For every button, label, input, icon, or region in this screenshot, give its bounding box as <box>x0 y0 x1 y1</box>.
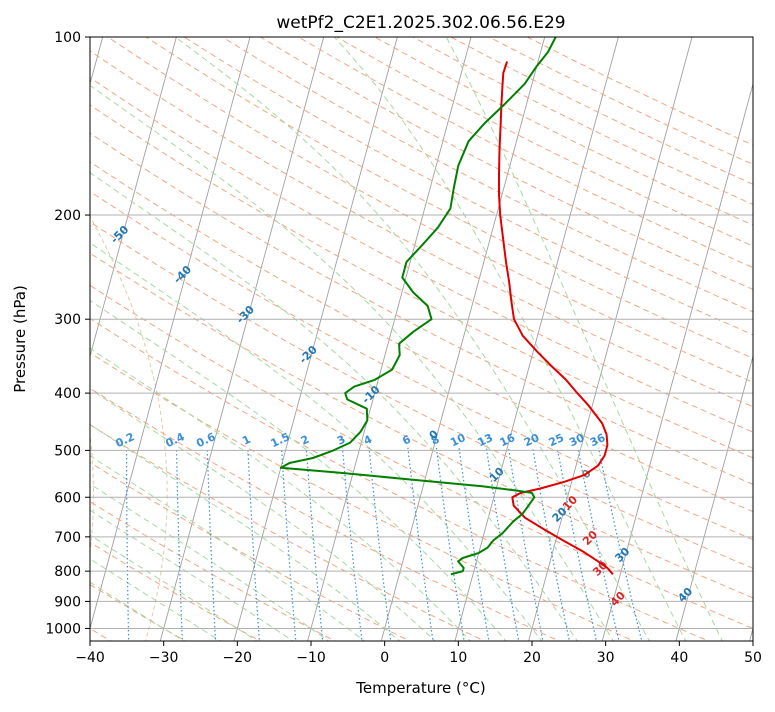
y-tick-label: 100 <box>54 30 81 46</box>
x-tick-label: 40 <box>670 650 688 666</box>
x-tick-label: −20 <box>223 650 253 666</box>
y-tick-label: 300 <box>54 312 81 328</box>
y-tick-label: 200 <box>54 208 81 224</box>
x-tick-label: 0 <box>380 650 389 666</box>
x-tick-label: 30 <box>597 650 615 666</box>
chart-title: wetPf2_C2E1.2025.302.06.56.E29 <box>276 13 565 33</box>
y-tick-label: 800 <box>54 564 81 580</box>
x-axis-label: Temperature (°C) <box>355 679 485 697</box>
x-tick-label: 50 <box>744 650 762 666</box>
x-tick-label: −30 <box>149 650 179 666</box>
x-tick-label: 10 <box>449 650 467 666</box>
y-axis-label: Pressure (hPa) <box>11 285 29 393</box>
x-tick-label: −10 <box>296 650 326 666</box>
x-tick-label: −40 <box>75 650 105 666</box>
y-tick-label: 700 <box>54 530 81 546</box>
y-tick-label: 900 <box>54 594 81 610</box>
y-tick-label: 1000 <box>45 621 81 637</box>
y-tick-label: 400 <box>54 386 81 402</box>
x-tick-label: 20 <box>523 650 541 666</box>
y-tick-label: 500 <box>54 443 81 459</box>
y-tick-label: 600 <box>54 490 81 506</box>
